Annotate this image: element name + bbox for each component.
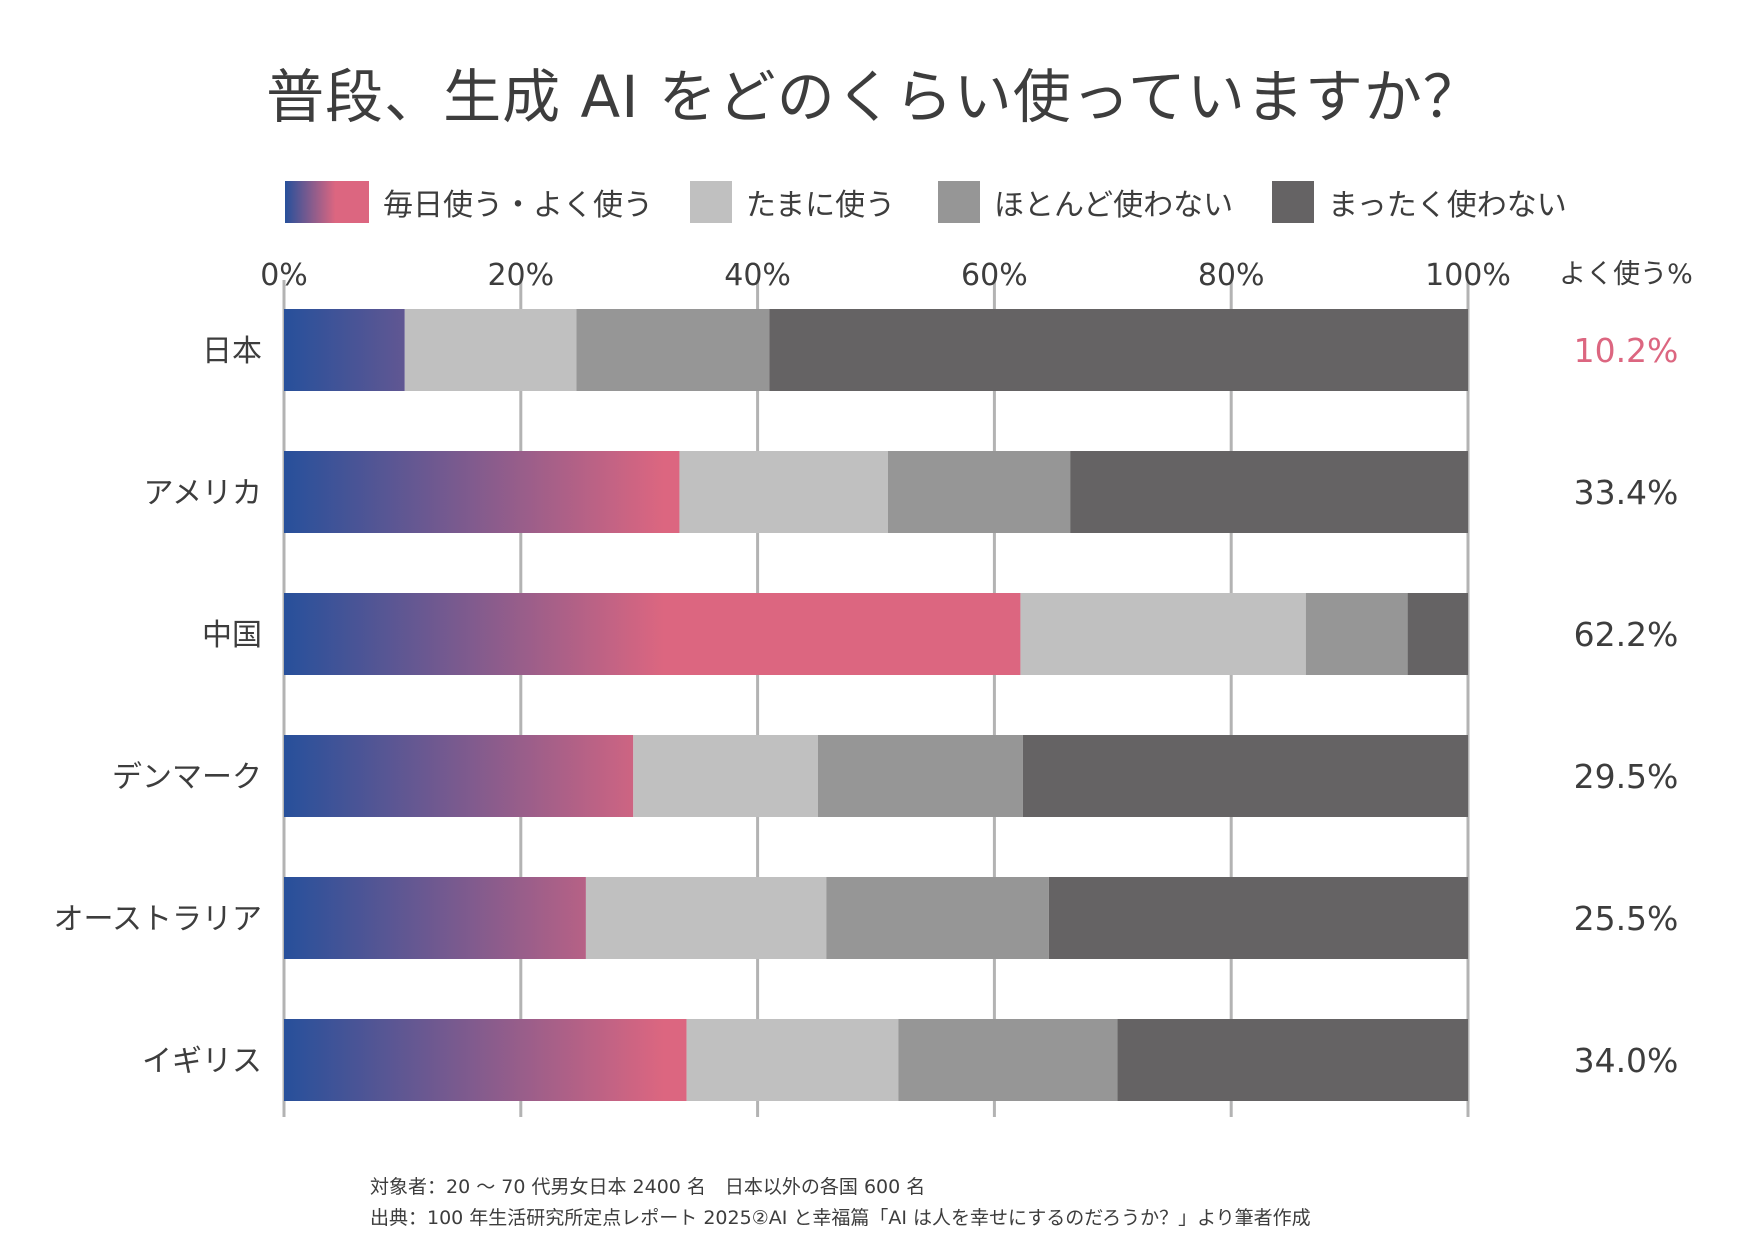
right-column-value: 10.2% [1574, 331, 1679, 370]
legend-swatch-daily [285, 181, 369, 223]
bar-segment [404, 309, 577, 391]
bar-segment [1070, 451, 1468, 533]
right-column-value: 29.5% [1574, 757, 1679, 796]
legend-swatch-sometimes [690, 181, 732, 223]
x-tick-label: 20% [487, 258, 554, 293]
right-column-value: 62.2% [1574, 615, 1679, 654]
bar-segment [817, 735, 1023, 817]
right-column-value: 34.0% [1574, 1041, 1679, 1080]
legend-item-never: まったく使わない [1272, 180, 1567, 224]
bar-segment [284, 1019, 687, 1101]
x-tick-label: 100% [1425, 258, 1511, 293]
legend-label-rarely: ほとんど使わない [994, 188, 1234, 223]
bar-segment [1022, 735, 1468, 817]
bar-segment [686, 1019, 899, 1101]
bar-segment [284, 593, 1021, 675]
bar-segment [1407, 593, 1468, 675]
right-column-header: よく使う% [1559, 259, 1693, 290]
bar-segment [284, 451, 680, 533]
x-tick-label: 60% [961, 258, 1028, 293]
right-column-value: 25.5% [1574, 899, 1679, 938]
y-category-label: アメリカ [144, 476, 263, 511]
chart-legend: 毎日使う・よく使う たまに使う ほとんど使わない まったく使わない [0, 180, 1748, 224]
legend-item-sometimes: たまに使う [690, 180, 895, 224]
y-category-label: 日本 [202, 334, 262, 369]
bar-segment [1048, 877, 1468, 959]
chart-title: 普段、生成 AI をどのくらい使っていますか？ [266, 63, 1482, 131]
bar-segment [576, 309, 770, 391]
bar-segment [585, 877, 827, 959]
x-tick-label: 0% [260, 258, 308, 293]
legend-item-daily: 毎日使う・よく使う [285, 180, 653, 224]
bar-segment [633, 735, 818, 817]
bar-segment [679, 451, 888, 533]
y-category-label: 中国 [202, 618, 262, 653]
gridlines [282, 280, 1470, 1117]
bar-segment [284, 309, 405, 391]
legend-swatch-rarely [938, 181, 980, 223]
footnote-source: 出典：100 年生活研究所定点レポート 2025②AI と幸福篇「AI は人を幸… [370, 1207, 1311, 1229]
bar-segment [898, 1019, 1118, 1101]
bar-segment [826, 877, 1049, 959]
bar-segment [1305, 593, 1408, 675]
bar-segment [769, 309, 1468, 391]
y-category-label: デンマーク [112, 760, 262, 795]
x-tick-label: 40% [724, 258, 791, 293]
legend-item-rarely: ほとんど使わない [938, 180, 1233, 224]
bar-segment [1117, 1019, 1468, 1101]
x-tick-label: 80% [1198, 258, 1265, 293]
legend-label-daily: 毎日使う・よく使う [383, 188, 653, 223]
bar-segment [284, 877, 586, 959]
bar-segment [1020, 593, 1306, 675]
y-category-label: オーストラリア [54, 902, 263, 937]
bar-segment [887, 451, 1071, 533]
bar-segment [284, 735, 634, 817]
footnote-subjects: 対象者：20 〜 70 代男女日本 2400 名 日本以外の各国 600 名 [370, 1176, 926, 1198]
legend-label-never: まったく使わない [1328, 188, 1567, 223]
right-column-value: 33.4% [1574, 473, 1679, 512]
legend-label-sometimes: たまに使う [746, 188, 896, 223]
legend-swatch-never [1272, 181, 1314, 223]
y-category-label: イギリス [142, 1044, 262, 1079]
